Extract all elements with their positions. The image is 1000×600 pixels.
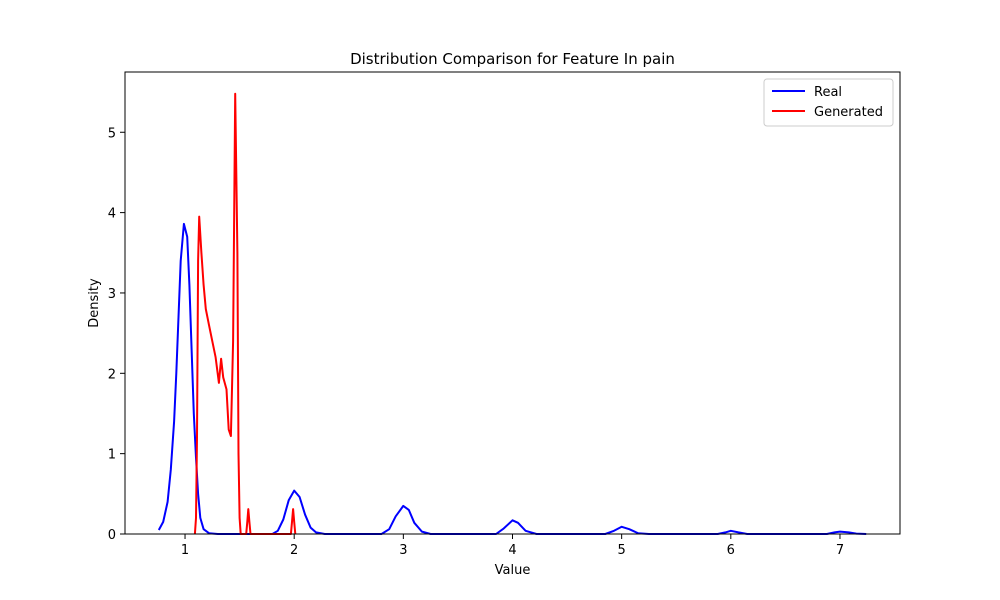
y-axis: 0 1 2 3 4 5 — [108, 126, 125, 543]
legend-label-real: Real — [814, 85, 842, 100]
x-tick-label: 5 — [618, 543, 626, 558]
legend: Real Generated — [763, 78, 894, 127]
y-tick-label: 5 — [108, 126, 116, 141]
x-axis: 1 2 3 4 5 6 7 — [181, 534, 844, 558]
y-tick-label: 0 — [108, 528, 116, 543]
x-tick-label: 3 — [399, 543, 407, 558]
y-tick-label: 3 — [108, 287, 116, 302]
x-tick-label: 4 — [508, 543, 516, 558]
y-axis-title: Density — [87, 278, 102, 328]
x-tick-label: 2 — [290, 543, 298, 558]
legend-label-generated: Generated — [814, 105, 883, 120]
series-line-generated — [193, 92, 297, 535]
y-tick-label: 2 — [108, 367, 116, 382]
x-tick-label: 7 — [836, 543, 844, 558]
y-tick-label: 4 — [108, 207, 116, 222]
plot-frame — [124, 71, 901, 535]
x-axis-title: Value — [495, 563, 531, 578]
chart-title: Distribution Comparison for Feature In p… — [350, 50, 675, 68]
plot-area — [125, 72, 900, 534]
x-tick-label: 6 — [727, 543, 735, 558]
y-tick-label: 1 — [108, 448, 116, 463]
x-tick-label: 1 — [181, 543, 189, 558]
